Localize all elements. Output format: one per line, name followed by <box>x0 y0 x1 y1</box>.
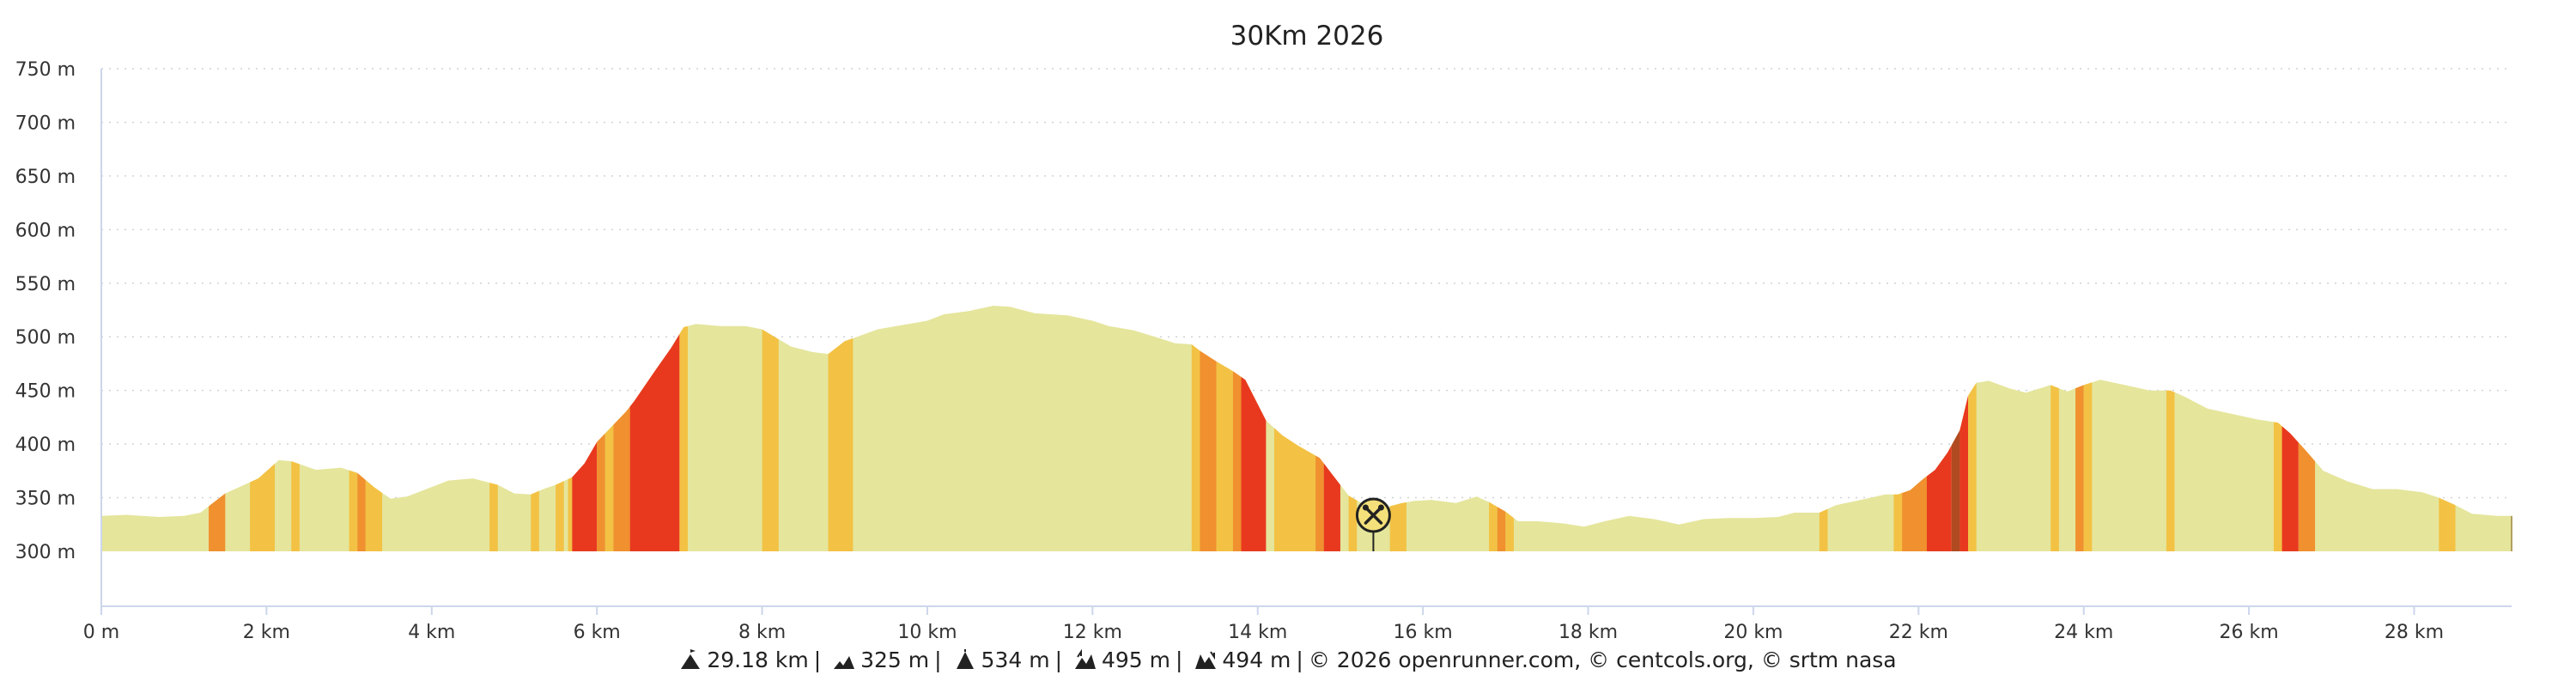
x-tick-label: 18 km <box>1558 622 1618 643</box>
slope-band <box>1241 306 1267 551</box>
slope-band <box>1191 306 1200 551</box>
x-tick-label: 16 km <box>1394 622 1453 643</box>
slope-band <box>2439 306 2456 551</box>
slope-band <box>613 306 630 551</box>
credits: © 2026 openrunner.com, © centcols.org, ©… <box>1308 647 1897 672</box>
y-axis: 300 m 350 m 400 m 450 m 500 m 550 m 600 m 650 m… <box>15 59 102 606</box>
profile-fill <box>101 306 2512 551</box>
slope-band <box>2083 306 2093 551</box>
elevation-gain-value: 495 m <box>1101 647 1170 672</box>
y-tick-label: 400 m <box>15 435 76 456</box>
slope-band <box>1505 306 1514 551</box>
slope-band <box>1232 306 1242 551</box>
slope-band <box>349 306 358 551</box>
slope-band <box>2050 306 2059 551</box>
y-tick-label: 650 m <box>15 167 76 188</box>
slope-band <box>1819 306 1828 551</box>
elevation-loss-value: 494 m <box>1222 647 1291 672</box>
slope-band <box>1200 306 1217 551</box>
slope-band <box>629 306 680 551</box>
distance-value: 29.18 km <box>707 647 809 672</box>
slope-band <box>209 306 226 551</box>
slope-band <box>2075 306 2084 551</box>
slope-band <box>1315 306 1324 551</box>
slope-band <box>1959 306 1969 551</box>
x-tick-label: 28 km <box>2385 622 2444 643</box>
y-tick-label: 750 m <box>15 59 76 81</box>
slope-band <box>556 306 564 551</box>
x-axis: 0 m 2 km 4 km 6 km 8 km 10 km 12 km 14 km 16 km 1… <box>83 605 2512 643</box>
slope-band <box>1893 306 1903 551</box>
elevation-gain-icon <box>1074 649 1096 669</box>
knife-head <box>1377 504 1384 511</box>
x-tick-label: 24 km <box>2054 622 2113 643</box>
x-tick-label: 4 km <box>408 622 455 643</box>
slope-band <box>1323 306 1340 551</box>
min-altitude-value: 325 m <box>860 647 930 672</box>
slope-band <box>365 306 383 551</box>
y-tick-label: 550 m <box>15 274 76 295</box>
slope-band <box>828 306 854 551</box>
slope-band <box>1389 306 1406 551</box>
x-tick-label: 6 km <box>574 622 621 643</box>
slope-band <box>568 306 573 551</box>
y-tick-label: 600 m <box>15 220 76 241</box>
slope-band <box>2281 306 2299 551</box>
fork-head <box>1362 504 1369 511</box>
fork-knife-glyph <box>1364 506 1383 525</box>
slope-band <box>1951 306 1960 551</box>
slope-band <box>1968 306 1977 551</box>
slope-band <box>1497 306 1506 551</box>
slope-band <box>597 306 605 551</box>
y-tick-label: 500 m <box>15 327 76 349</box>
x-tick-label: 2 km <box>243 622 290 643</box>
x-tick-label: 26 km <box>2220 622 2279 643</box>
poi-marker[interactable] <box>1355 497 1391 551</box>
x-tick-label: 12 km <box>1063 622 1122 643</box>
x-tick-label: 8 km <box>738 622 786 643</box>
slope-band <box>531 306 539 551</box>
y-tick-label: 700 m <box>15 112 76 134</box>
distance-icon <box>681 649 701 669</box>
chart-title: 30Km 2026 <box>1230 21 1384 52</box>
slope-band <box>2298 306 2316 551</box>
slope-band <box>679 306 688 551</box>
slope-band <box>1273 306 1316 551</box>
slope-band <box>1348 306 1358 551</box>
slope-band <box>291 306 300 551</box>
x-tick-label: 10 km <box>897 622 957 643</box>
slope-band <box>2273 306 2282 551</box>
route-stats: 29.18 km | 325 m | 534 m | 495 m | 494 m | © 2… <box>0 647 2576 672</box>
x-tick-label: 20 km <box>1723 622 1783 643</box>
elevation-loss-icon <box>1195 651 1217 669</box>
slope-band <box>572 306 598 551</box>
slope-band <box>762 306 779 551</box>
max-altitude-value: 534 m <box>981 647 1050 672</box>
slope-band <box>489 306 498 551</box>
slope-band <box>1902 306 1927 551</box>
y-tick-label: 450 m <box>15 381 76 403</box>
slope-bands <box>101 306 2512 551</box>
slope-band <box>2166 306 2175 551</box>
min-altitude-icon <box>834 656 855 669</box>
slope-band <box>1489 306 1498 551</box>
x-tick-label: 14 km <box>1228 622 1287 643</box>
slope-band <box>605 306 614 551</box>
x-tick-label: 22 km <box>1889 622 1948 643</box>
slope-band <box>1926 306 1952 551</box>
max-altitude-icon <box>956 649 974 669</box>
x-tick-label: 0 m <box>83 622 119 643</box>
slope-band <box>357 306 366 551</box>
slope-band <box>250 306 276 551</box>
slope-band <box>1216 306 1233 551</box>
y-tick-label: 350 m <box>15 489 76 510</box>
y-tick-label: 300 m <box>15 542 76 563</box>
